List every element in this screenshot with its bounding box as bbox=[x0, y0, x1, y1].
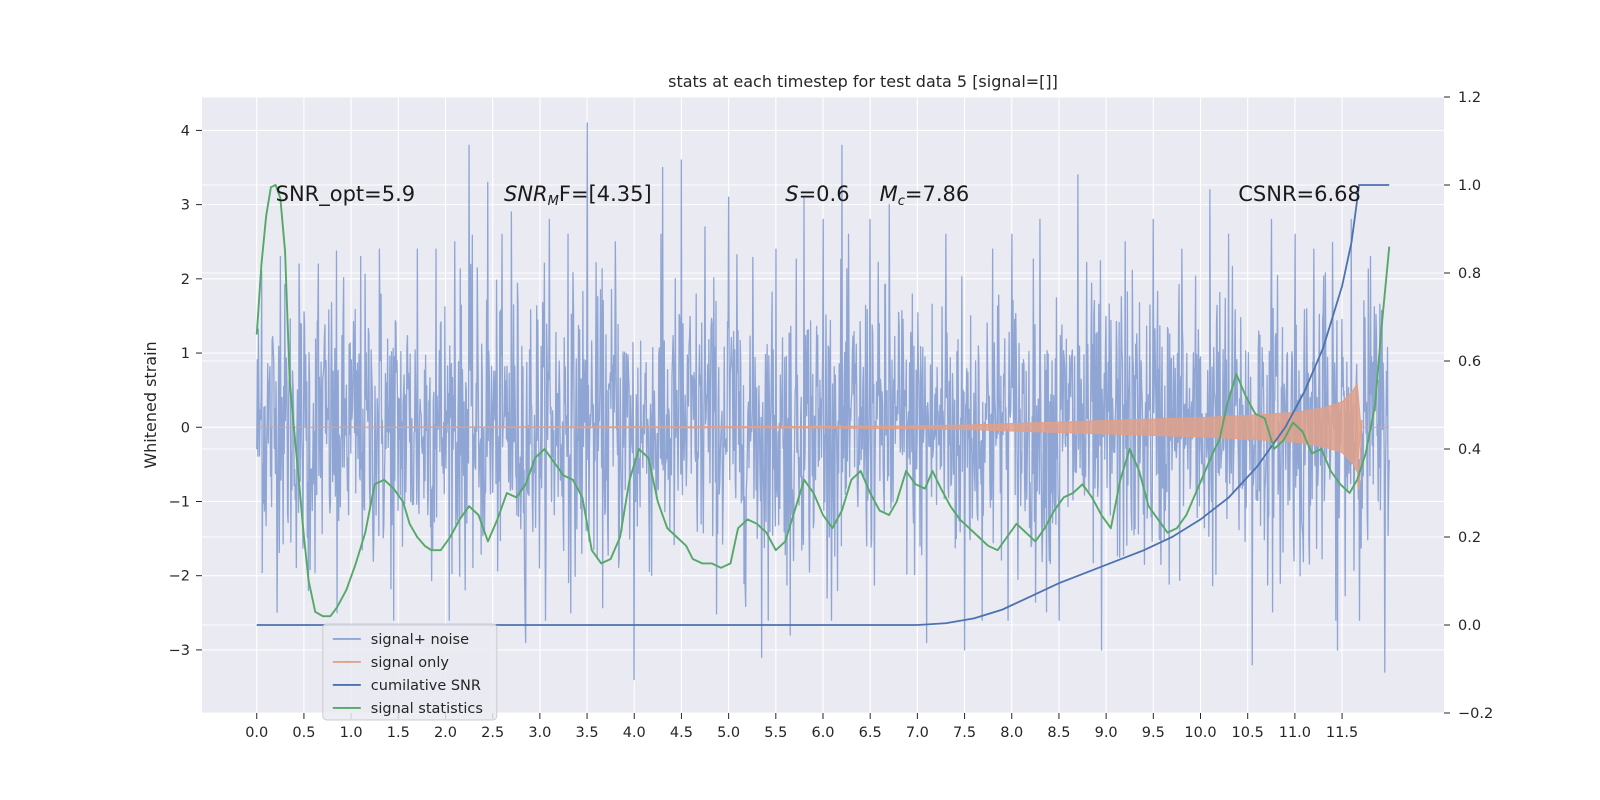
x-tick-label: 0.5 bbox=[292, 725, 315, 741]
annotation-snr-mf-main: SNR bbox=[504, 182, 548, 206]
cumulative-snr-line bbox=[256, 184, 1390, 626]
x-tick-label: 9.0 bbox=[1095, 725, 1118, 741]
y2-tick-label: −0.2 bbox=[1458, 706, 1493, 722]
signal-series bbox=[256, 380, 1390, 491]
signal-only-envelope bbox=[256, 380, 1390, 474]
grid-layer bbox=[202, 96, 1444, 714]
legend: signal+ noise signal only cumilative SNR… bbox=[322, 623, 498, 721]
axes-layer: 0.0 0.5 1.0 1.5 2.0 2.5 3.0 3.5 4.0 4.5 5.0 5.5 6.0 6… bbox=[169, 90, 1494, 741]
annotation-chirp-mass: Mc=7.86 bbox=[880, 182, 970, 209]
annotation-mc-value: =7.86 bbox=[905, 182, 969, 206]
y-axis-label: Whitened strain bbox=[141, 341, 160, 468]
x-tick-label: 9.5 bbox=[1142, 725, 1165, 741]
x-tick-label: 6.0 bbox=[811, 725, 834, 741]
y2-tick-label: 1.2 bbox=[1458, 90, 1481, 106]
annotation-mc-var: M bbox=[880, 182, 898, 206]
x-tick-label: 6.5 bbox=[859, 725, 882, 741]
annotation-snr-mf-sub: M bbox=[548, 194, 559, 209]
annotation-csnr: CSNR=6.68 bbox=[1238, 182, 1361, 206]
y2-tick-label: 0.6 bbox=[1458, 354, 1481, 370]
y-tick-label: −3 bbox=[169, 643, 190, 659]
y2-tick-label: 0.8 bbox=[1458, 266, 1481, 282]
annotations: SNR_opt=5.9 SNRMF=[4.35] S=0.6 Mc=7.86 C… bbox=[276, 182, 1361, 209]
x-tick-label: 3.5 bbox=[576, 725, 599, 741]
y-tick-label: −1 bbox=[169, 494, 190, 510]
x-tick-label: 4.0 bbox=[623, 725, 646, 741]
noise-series bbox=[256, 122, 1390, 681]
y-tick-label: 3 bbox=[181, 198, 190, 214]
annotation-s-value: =0.6 bbox=[799, 182, 850, 206]
y-tick-label: 0 bbox=[181, 420, 190, 436]
y2-tick-label: 1.0 bbox=[1458, 178, 1481, 194]
x-tick-label: 10.5 bbox=[1232, 725, 1264, 741]
y-tick-label: −2 bbox=[169, 569, 190, 585]
x-tick-label: 0.0 bbox=[245, 725, 268, 741]
signal-only-spike bbox=[1354, 404, 1363, 491]
legend-label-signal-only: signal only bbox=[371, 655, 450, 671]
y-tick-label: 1 bbox=[181, 346, 190, 362]
x-tick-label: 1.0 bbox=[340, 725, 363, 741]
x-tick-label: 11.5 bbox=[1326, 725, 1358, 741]
x-tick-label: 3.0 bbox=[528, 725, 551, 741]
x-tick-label: 8.5 bbox=[1047, 725, 1070, 741]
x-tick-label: 10.0 bbox=[1184, 725, 1216, 741]
annotation-s-var: S bbox=[785, 182, 798, 206]
legend-label-cumulative-snr: cumilative SNR bbox=[371, 678, 481, 694]
x-tick-label: 7.0 bbox=[906, 725, 929, 741]
x-tick-label: 5.0 bbox=[717, 725, 740, 741]
y2-tick-label: 0.4 bbox=[1458, 442, 1481, 458]
annotation-s: S=0.6 bbox=[785, 182, 849, 206]
annotation-snr-mf-value: F=[4.35] bbox=[559, 182, 652, 206]
legend-box bbox=[322, 623, 498, 721]
signal-noise-trace bbox=[256, 122, 1390, 681]
x-tick-label: 1.5 bbox=[387, 725, 410, 741]
legend-label-signal-statistics: signal statistics bbox=[371, 701, 483, 717]
annotation-mc-sub: c bbox=[898, 194, 905, 209]
y-tick-label: 4 bbox=[181, 123, 190, 139]
y2-tick-label: 0.0 bbox=[1458, 618, 1481, 634]
line-series-layer bbox=[255, 184, 1391, 626]
y2-tick-label: 0.2 bbox=[1458, 530, 1481, 546]
x-tick-label: 7.5 bbox=[953, 725, 976, 741]
annotation-snr-mf: SNRMF=[4.35] bbox=[504, 182, 652, 209]
annotation-snr-opt: SNR_opt=5.9 bbox=[276, 182, 416, 207]
x-tick-label: 2.5 bbox=[481, 725, 504, 741]
x-tick-label: 5.5 bbox=[764, 725, 787, 741]
x-tick-label: 8.0 bbox=[1000, 725, 1023, 741]
y-tick-label: 2 bbox=[181, 272, 190, 288]
x-tick-label: 4.5 bbox=[670, 725, 693, 741]
signal-statistics-line bbox=[255, 184, 1391, 618]
x-tick-label: 2.0 bbox=[434, 725, 457, 741]
chart-title: stats at each timestep for test data 5 [… bbox=[668, 72, 1058, 91]
legend-label-signal-noise: signal+ noise bbox=[371, 632, 469, 648]
x-tick-label: 11.0 bbox=[1279, 725, 1311, 741]
